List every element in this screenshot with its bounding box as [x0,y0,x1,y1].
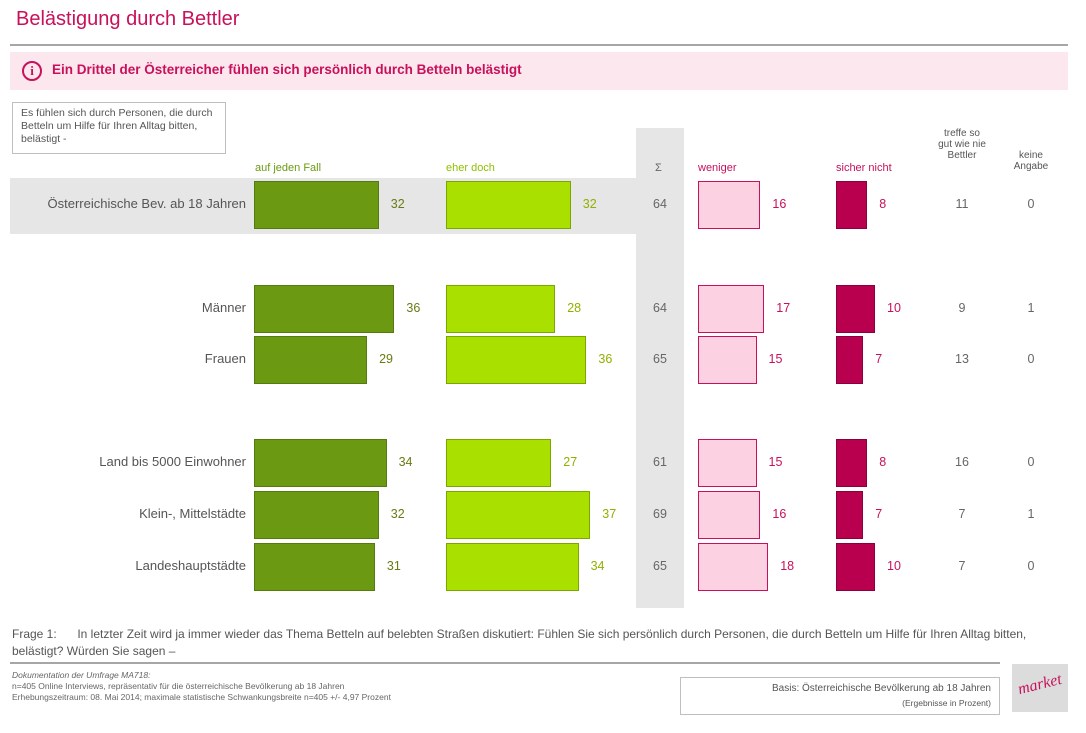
bar-eher-doch [446,336,587,384]
value-label-eher-doch: 32 [582,197,597,211]
bar-auf-jeden-fall [254,491,379,539]
question-box: Es fühlen sich durch Personen, die durch… [12,102,226,154]
survey-documentation: Dokumentation der Umfrage MA718: n=405 O… [12,670,391,703]
value-label-weniger: 17 [776,301,791,315]
bar-eher-doch [446,491,591,539]
row-label: Klein-, Mittelstädte [139,506,246,521]
header-treffe: treffe so gut wie nie Bettler [938,128,986,161]
basis-box: Basis: Österreichische Bevölkerung ab 18… [680,677,1000,715]
bar-auf-jeden-fall [254,439,387,487]
header-keine-angabe: keine Angabe [1013,150,1049,172]
keine-angabe-value: 1 [1027,507,1035,521]
value-label-sicher-nicht: 8 [879,197,887,211]
value-label-eher-doch: 28 [567,301,582,315]
basis-line-2: (Ergebnisse in Prozent) [902,698,991,708]
header-sum: Σ [655,162,662,174]
value-label-auf-jeden-fall: 36 [406,301,421,315]
sum-value: 65 [653,352,667,366]
value-label-auf-jeden-fall: 29 [379,352,393,366]
frage-text: In letzter Zeit wird ja immer wieder das… [12,627,1027,658]
page-title: Belästigung durch Bettler [16,8,240,30]
value-label-auf-jeden-fall: 34 [398,455,413,469]
bar-eher-doch [446,543,579,591]
value-label-weniger: 15 [768,455,783,469]
bar-auf-jeden-fall [254,285,395,333]
value-label-weniger: 15 [768,352,783,366]
header-weniger: weniger [698,162,737,174]
bar-sicher-nicht [836,285,875,333]
sum-value: 65 [653,559,667,573]
bar-auf-jeden-fall [254,181,379,229]
value-label-sicher-nicht: 10 [887,301,901,315]
treffe-value: 11 [955,197,969,211]
value-label-sicher-nicht: 7 [875,352,883,366]
bar-auf-jeden-fall [254,336,368,384]
value-label-auf-jeden-fall: 31 [386,559,401,573]
doc-title: Dokumentation der Umfrage MA718: [12,670,151,680]
header-auf-jeden-fall: auf jeden Fall [255,162,322,174]
doc-line-2: Erhebungszeitraum: 08. Mai 2014; maximal… [12,692,391,702]
treffe-value: 16 [955,455,969,469]
question-footnote: Frage 1: In letzter Zeit wird ja immer w… [12,626,1062,660]
bar-weniger [698,439,757,487]
basis-line-1: Basis: Österreichische Bevölkerung ab 18… [771,683,991,694]
row-label: Männer [201,300,246,315]
treffe-value: 9 [958,301,966,315]
value-label-auf-jeden-fall: 32 [390,197,405,211]
sum-value: 61 [653,455,667,469]
info-headline: Ein Drittel der Österreicher fühlen sich… [52,62,522,77]
keine-angabe-value: 0 [1027,352,1035,366]
bar-eher-doch [446,181,571,229]
header-eher-doch: eher doch [446,162,495,174]
header-sicher-nicht: sicher nicht [836,162,892,174]
bar-weniger [698,543,769,591]
market-logo [1012,664,1068,712]
sum-value: 64 [653,301,667,315]
value-label-eher-doch: 37 [602,507,617,521]
bar-eher-doch [446,439,552,487]
bar-weniger [698,285,765,333]
row-label: Landeshauptstädte [135,558,246,573]
treffe-value: 13 [955,352,969,366]
value-label-eher-doch: 27 [563,455,578,469]
value-label-sicher-nicht: 8 [879,455,887,469]
bar-auf-jeden-fall [254,543,375,591]
bar-sicher-nicht [836,543,875,591]
value-label-eher-doch: 34 [590,559,605,573]
keine-angabe-value: 0 [1027,197,1035,211]
keine-angabe-value: 0 [1027,455,1035,469]
value-label-weniger: 16 [772,197,787,211]
info-banner [10,52,1068,90]
sum-value: 64 [653,197,667,211]
row-label: Frauen [204,351,246,366]
doc-line-1: n=405 Online Interviews, repräsentativ f… [12,681,345,691]
value-label-weniger: 16 [772,507,787,521]
sum-column-band [636,128,684,608]
value-label-auf-jeden-fall: 32 [390,507,405,521]
bar-sicher-nicht [836,181,868,229]
value-label-eher-doch: 36 [598,352,613,366]
footer-divider [10,662,1000,664]
title-divider [10,44,1068,46]
bar-sicher-nicht [836,491,864,539]
value-label-weniger: 18 [780,559,795,573]
value-label-sicher-nicht: 7 [875,507,883,521]
row-label: Österreichische Bev. ab 18 Jahren [47,196,246,211]
bar-weniger [698,181,761,229]
treffe-value: 7 [958,559,966,573]
row-label: Land bis 5000 Einwohner [99,454,246,469]
bar-eher-doch [446,285,556,333]
sum-value: 69 [653,507,667,521]
value-label-sicher-nicht: 10 [887,559,901,573]
bar-weniger [698,336,757,384]
keine-angabe-value: 0 [1027,559,1035,573]
keine-angabe-value: 1 [1027,301,1035,315]
treffe-value: 7 [958,507,966,521]
bar-sicher-nicht [836,336,864,384]
bar-weniger [698,491,761,539]
bar-sicher-nicht [836,439,868,487]
info-icon: i [22,61,42,81]
frage-label: Frage 1: [12,627,57,641]
